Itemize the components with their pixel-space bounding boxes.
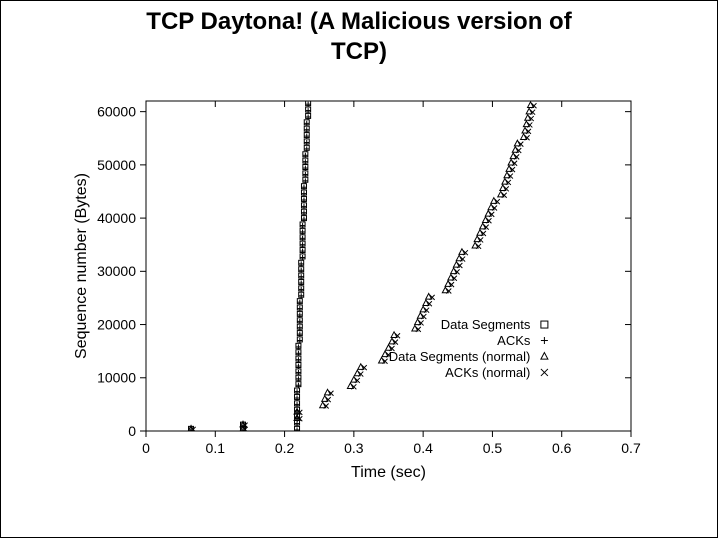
plot-frame	[146, 101, 631, 431]
y-tick-label: 50000	[97, 157, 136, 173]
x-tick-label: 0.5	[483, 440, 503, 456]
series-plus	[189, 102, 311, 433]
series-x	[191, 103, 537, 432]
y-axis-label: Sequence number (Bytes)	[73, 173, 90, 359]
legend-label: ACKs (normal)	[445, 365, 530, 380]
title-line1: TCP Daytona! (A Malicious version of	[146, 8, 571, 35]
chart-container: 0 0.1 0.2 0.3 0.4 0.5 0.6 0.7 0 10000 20000 30000 40…	[71, 91, 651, 491]
x-tick-label: 0	[142, 440, 150, 456]
series-square	[189, 101, 311, 432]
legend-label: Data Segments	[441, 317, 531, 332]
chart-svg: 0 0.1 0.2 0.3 0.4 0.5 0.6 0.7 0 10000 20000 30000 40…	[71, 91, 651, 491]
x-tick-label: 0.4	[413, 440, 433, 456]
series-triangle	[188, 102, 534, 431]
y-tick-label: 20000	[97, 316, 136, 332]
x-axis-label: Time (sec)	[351, 464, 426, 481]
x-tick-label: 0.1	[206, 440, 226, 456]
y-tick-label: 30000	[97, 263, 136, 279]
legend-label: ACKs	[497, 333, 531, 348]
x-tick-label: 0.3	[344, 440, 364, 456]
x-tick-label: 0.6	[552, 440, 572, 456]
page-title: TCP Daytona! (A Malicious version of TCP…	[1, 1, 717, 67]
y-tick-label: 0	[128, 423, 136, 439]
data-group	[188, 101, 536, 433]
legend-label: Data Segments (normal)	[389, 349, 531, 364]
y-tick-label: 60000	[97, 104, 136, 120]
x-tick-label: 0.7	[621, 440, 641, 456]
title-line2: TCP)	[331, 38, 387, 65]
y-tick-label: 10000	[97, 370, 136, 386]
legend: Data SegmentsACKsData Segments (normal)A…	[389, 317, 548, 380]
slide: TCP Daytona! (A Malicious version of TCP…	[0, 0, 718, 538]
y-tick-label: 40000	[97, 210, 136, 226]
x-tick-label: 0.2	[275, 440, 295, 456]
